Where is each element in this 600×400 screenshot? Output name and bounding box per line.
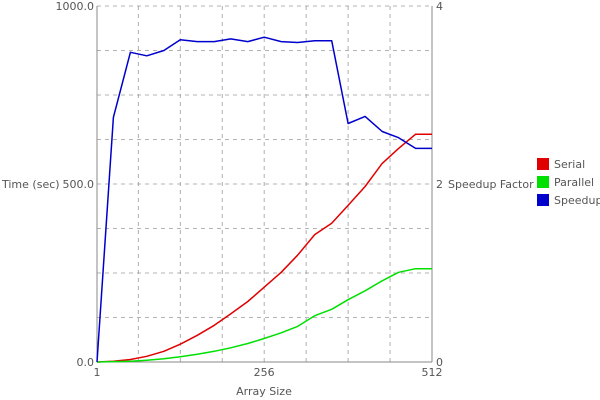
y2-tick-label: 0 xyxy=(436,356,443,369)
y-axis-label: Time (sec) xyxy=(1,178,60,191)
y-tick-label: 500.0 xyxy=(63,178,95,191)
legend-swatch-parallel xyxy=(537,176,549,188)
x-tick-label: 1 xyxy=(94,366,101,379)
series-line-speedup xyxy=(96,36,432,363)
grid xyxy=(96,5,433,363)
y2-axis-label: Speedup Factor xyxy=(448,178,534,191)
tick-labels: 1 256 512 0.0 500.0 1000.0 0 2 4 xyxy=(56,0,444,379)
legend-label-parallel: Parallel xyxy=(554,176,594,189)
y2-tick-label: 2 xyxy=(436,178,443,191)
legend-label-speedup: Speedup xyxy=(554,194,600,207)
x-axis-label: Array Size xyxy=(236,385,292,398)
series-lines xyxy=(96,36,432,363)
legend-swatch-serial xyxy=(537,158,549,170)
axes xyxy=(96,6,433,363)
series-line-parallel xyxy=(96,267,432,363)
legend-swatch-speedup xyxy=(537,194,549,206)
x-tick-label: 512 xyxy=(422,366,443,379)
x-tick-label: 256 xyxy=(254,366,275,379)
legend: Serial Parallel Speedup xyxy=(537,158,600,207)
y-tick-label: 1000.0 xyxy=(56,0,95,13)
y2-tick-label: 4 xyxy=(436,0,443,13)
y-tick-label: 0.0 xyxy=(77,356,95,369)
legend-label-serial: Serial xyxy=(554,158,585,171)
series-line-serial xyxy=(96,133,432,363)
